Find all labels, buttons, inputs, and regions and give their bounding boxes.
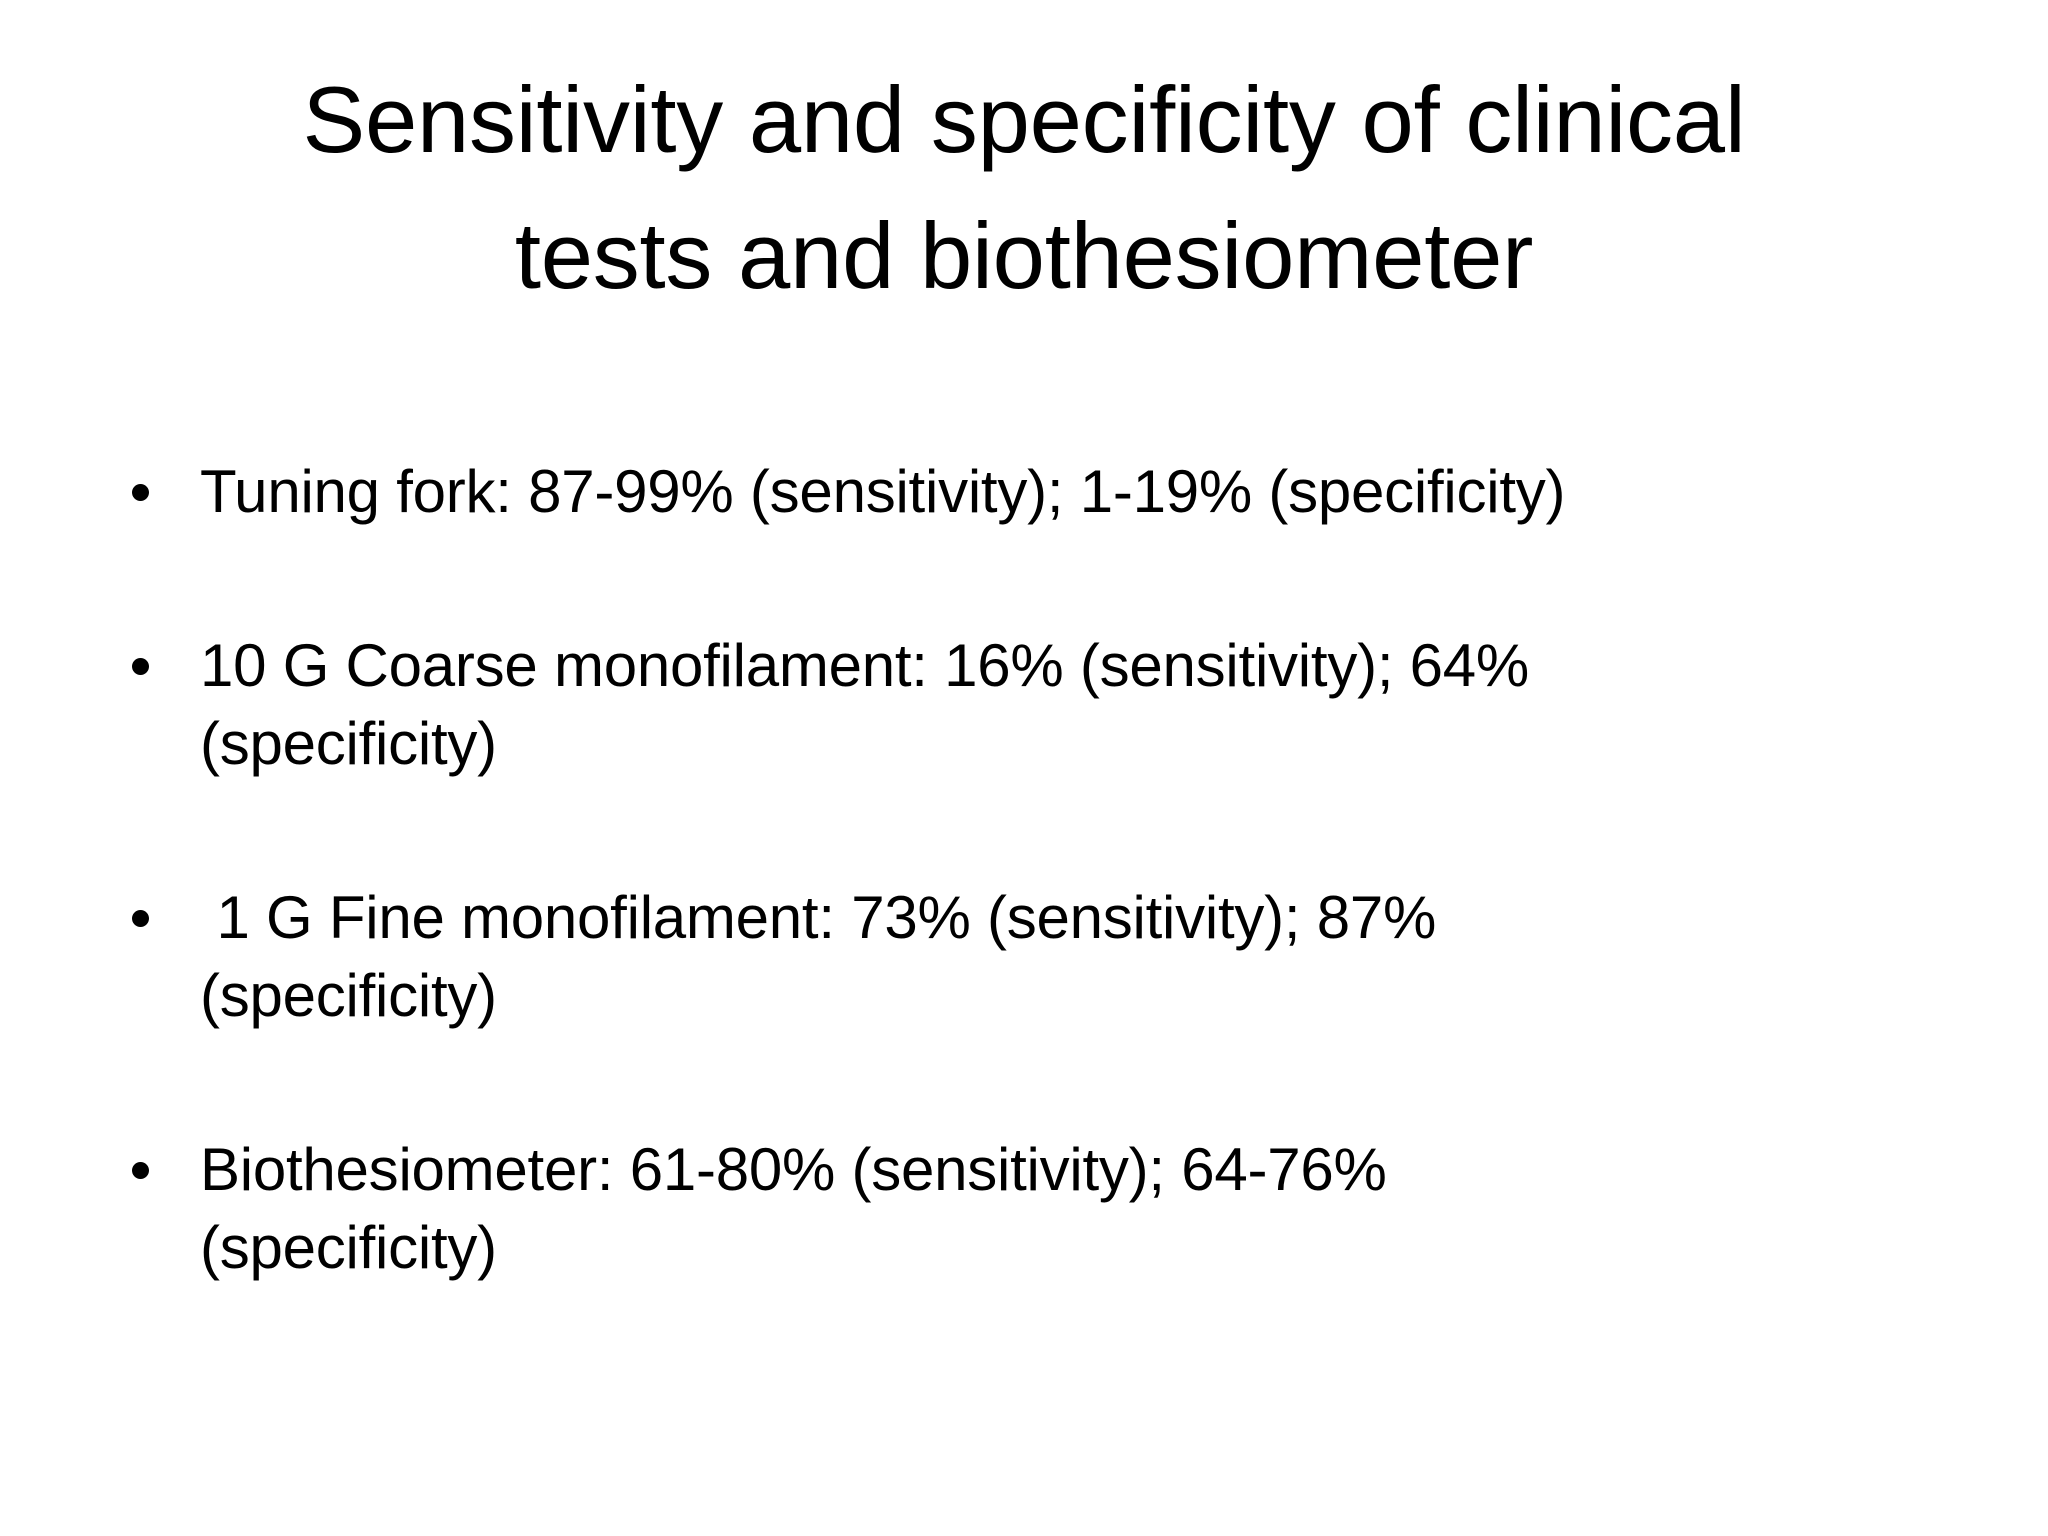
bullet-item-biothesiometer: Biothesiometer: 61-80% (sensitivity); 64… — [132, 1131, 1938, 1287]
slide-title-line-1: Sensitivity and specificity of clinical — [302, 67, 1746, 172]
bullet-line: 1 G Fine monofilament: 73% (sensitivity)… — [200, 883, 1437, 951]
bullet-line: Tuning fork: 87-99% (sensitivity); 1-19%… — [200, 457, 1566, 525]
bullet-line: (specificity) — [200, 1213, 497, 1281]
bullet-line: 10 G Coarse monofilament: 16% (sensitivi… — [200, 631, 1530, 699]
slide-title: Sensitivity and specificity of clinical … — [0, 0, 2048, 325]
bullet-text: Biothesiometer: 61-80% (sensitivity); 64… — [200, 1131, 1938, 1287]
bullet-text: 1 G Fine monofilament: 73% (sensitivity)… — [200, 879, 1938, 1035]
bullet-marker-icon — [132, 1161, 149, 1179]
bullet-marker-icon — [132, 483, 149, 501]
slide-title-line-2: tests and biothesiometer — [514, 203, 1534, 309]
bullet-line: (specificity) — [200, 709, 497, 777]
bullet-item-tuning-fork: Tuning fork: 87-99% (sensitivity); 1-19%… — [132, 453, 1938, 531]
bullet-text: 10 G Coarse monofilament: 16% (sensitivi… — [200, 627, 1938, 783]
bullet-item-fine-monofilament: 1 G Fine monofilament: 73% (sensitivity)… — [132, 879, 1938, 1035]
bullet-list: Tuning fork: 87-99% (sensitivity); 1-19%… — [0, 453, 2048, 1287]
bullet-line: (specificity) — [200, 961, 497, 1029]
bullet-marker-icon — [132, 909, 149, 927]
bullet-item-coarse-monofilament: 10 G Coarse monofilament: 16% (sensitivi… — [132, 627, 1938, 783]
bullet-line: Biothesiometer: 61-80% (sensitivity); 64… — [200, 1135, 1387, 1203]
bullet-text: Tuning fork: 87-99% (sensitivity); 1-19%… — [200, 453, 1938, 531]
bullet-marker-icon — [132, 657, 149, 675]
